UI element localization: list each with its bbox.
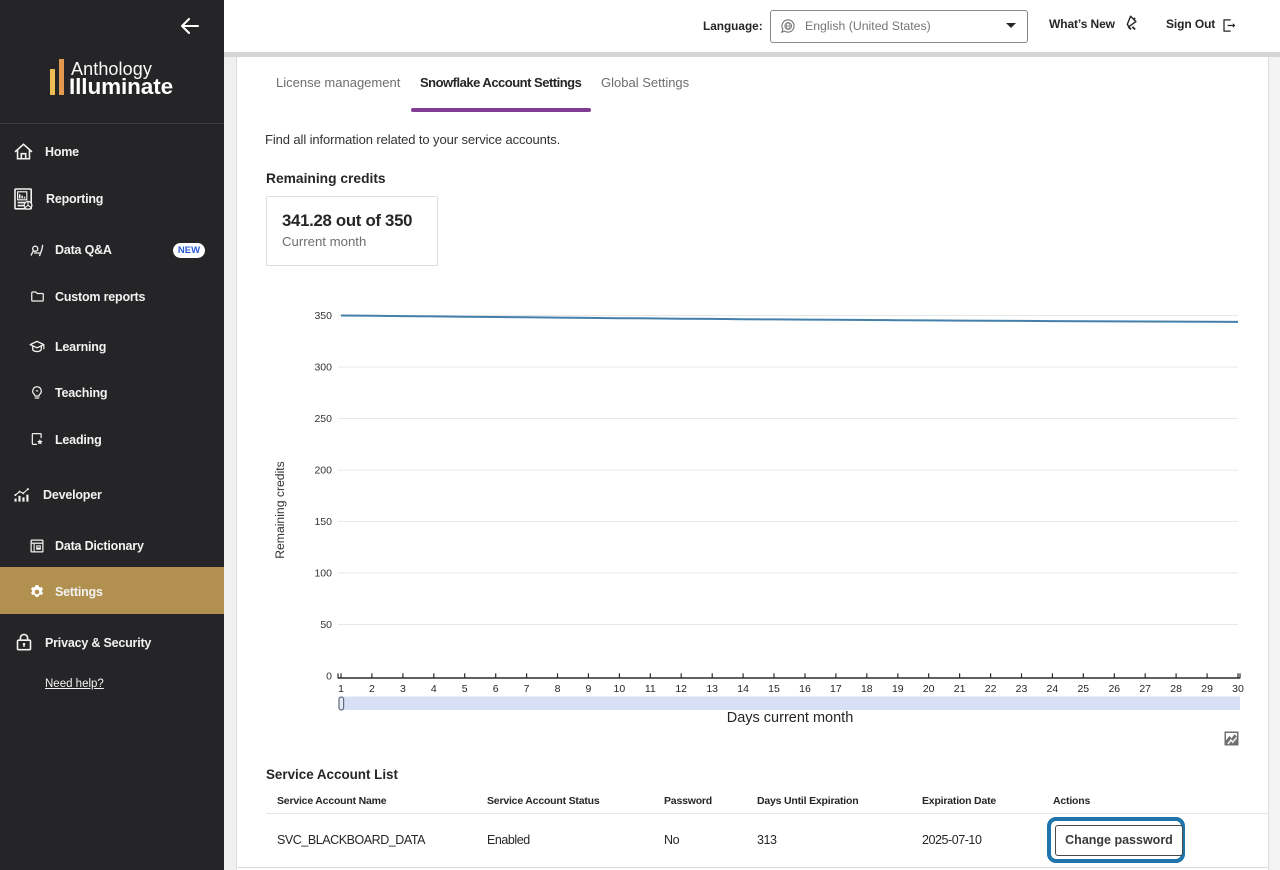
svg-text:25: 25: [1077, 683, 1089, 695]
svg-text:12: 12: [675, 683, 687, 695]
svg-text:3: 3: [400, 683, 406, 695]
svg-text:Days current month: Days current month: [727, 710, 854, 726]
svg-text:0: 0: [326, 671, 332, 683]
svg-text:18: 18: [861, 683, 873, 695]
svg-text:28: 28: [1170, 683, 1182, 695]
svg-text:9: 9: [585, 683, 591, 695]
svg-text:6: 6: [493, 683, 499, 695]
svg-text:27: 27: [1139, 683, 1151, 695]
svg-text:5: 5: [462, 683, 468, 695]
svg-text:250: 250: [314, 413, 332, 425]
svg-text:8: 8: [555, 683, 561, 695]
svg-text:4: 4: [431, 683, 437, 695]
svg-text:2: 2: [369, 683, 375, 695]
svg-text:19: 19: [892, 683, 904, 695]
svg-text:300: 300: [314, 362, 332, 374]
svg-text:13: 13: [706, 683, 718, 695]
svg-text:Remaining credits: Remaining credits: [273, 461, 287, 559]
svg-text:11: 11: [645, 683, 656, 695]
svg-text:150: 150: [314, 516, 332, 528]
svg-text:16: 16: [799, 683, 811, 695]
svg-text:29: 29: [1201, 683, 1213, 695]
svg-text:30: 30: [1232, 683, 1244, 695]
svg-text:50: 50: [320, 619, 332, 631]
svg-text:1: 1: [338, 683, 344, 695]
svg-text:100: 100: [314, 568, 332, 580]
svg-text:350: 350: [314, 310, 332, 322]
svg-text:22: 22: [985, 683, 997, 695]
svg-text:7: 7: [524, 683, 530, 695]
svg-text:14: 14: [737, 683, 749, 695]
svg-text:21: 21: [954, 683, 966, 695]
svg-text:23: 23: [1016, 683, 1028, 695]
svg-text:200: 200: [314, 465, 332, 477]
svg-text:20: 20: [923, 683, 935, 695]
svg-text:10: 10: [614, 683, 626, 695]
svg-text:26: 26: [1108, 683, 1120, 695]
svg-text:17: 17: [830, 683, 842, 695]
svg-text:24: 24: [1047, 683, 1059, 695]
svg-text:15: 15: [768, 683, 780, 695]
